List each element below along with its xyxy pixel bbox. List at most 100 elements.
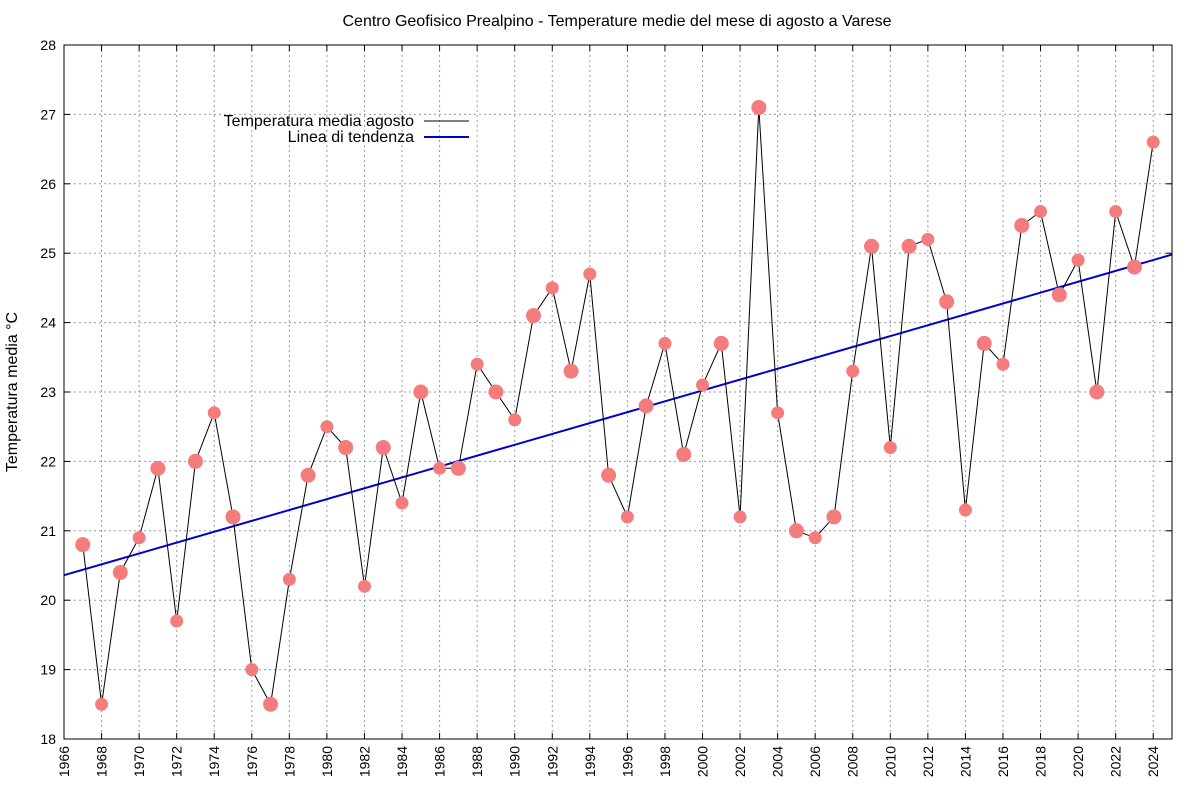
x-tick-label: 1978	[281, 746, 297, 777]
x-tick-label: 1980	[319, 746, 335, 777]
data-point	[864, 238, 880, 254]
data-point	[375, 440, 391, 456]
x-tick-label: 2008	[845, 746, 861, 777]
x-tick-label: 1968	[94, 746, 110, 777]
y-tick-label: 24	[40, 315, 56, 331]
data-point	[150, 460, 166, 476]
data-point	[788, 523, 804, 539]
data-point	[450, 460, 466, 476]
x-tick-label: 1972	[169, 746, 185, 777]
data-point	[282, 572, 296, 586]
y-tick-label: 28	[40, 37, 56, 53]
data-point	[921, 232, 935, 246]
data-point	[320, 420, 334, 434]
data-point	[245, 663, 259, 677]
data-point	[357, 579, 371, 593]
data-point	[95, 697, 109, 711]
data-point	[132, 531, 146, 545]
data-point	[488, 384, 504, 400]
y-axis-label: Temperatura media °C	[4, 312, 21, 472]
data-point	[601, 467, 617, 483]
x-tick-label: 1994	[582, 746, 598, 777]
data-point	[733, 510, 747, 524]
data-point	[1051, 287, 1067, 303]
x-tick-label: 1966	[56, 746, 72, 777]
data-point	[658, 336, 672, 350]
chart-title: Centro Geofisico Prealpino - Temperature…	[342, 13, 891, 30]
x-tick-label: 2018	[1033, 746, 1049, 777]
legend-label-temperature: Temperatura media agosto	[224, 113, 414, 130]
data-point	[1146, 135, 1160, 149]
x-tick-label: 1988	[469, 746, 485, 777]
x-tick-label: 2022	[1108, 746, 1124, 777]
x-tick-label: 1974	[206, 746, 222, 777]
data-point	[170, 614, 184, 628]
x-tick-label: 2002	[732, 746, 748, 777]
x-tick-label: 1998	[657, 746, 673, 777]
x-tick-label: 2004	[770, 746, 786, 777]
data-point	[1109, 205, 1123, 219]
x-tick-label: 1986	[432, 746, 448, 777]
x-tick-label: 1976	[244, 746, 260, 777]
x-tick-label: 2014	[957, 746, 973, 777]
temperature-line	[82, 107, 1154, 706]
data-point	[846, 364, 860, 378]
y-tick-label: 18	[40, 731, 56, 747]
data-point	[75, 537, 91, 553]
data-point	[1089, 384, 1105, 400]
data-point	[958, 503, 972, 517]
trend-line	[63, 253, 1173, 577]
legend-label-trend: Linea di tendenza	[288, 129, 414, 146]
data-point	[638, 398, 654, 414]
data-point	[583, 267, 597, 281]
data-point	[976, 335, 992, 351]
data-point	[826, 509, 842, 525]
x-tick-label: 1984	[394, 746, 410, 777]
x-tick-label: 2012	[920, 746, 936, 777]
y-tick-label: 22	[40, 453, 56, 469]
data-point	[883, 441, 897, 455]
data-point	[207, 406, 221, 420]
data-point	[395, 496, 409, 510]
data-point	[676, 446, 692, 462]
x-tick-label: 2024	[1145, 746, 1161, 777]
x-tick-label: 1990	[507, 746, 523, 777]
trend-layer	[63, 253, 1173, 577]
y-tick-label: 20	[40, 592, 56, 608]
x-tick-label: 1982	[356, 746, 372, 777]
x-tick-label: 2000	[695, 746, 711, 777]
x-tick-label: 2010	[882, 746, 898, 777]
y-tick-label: 25	[40, 245, 56, 261]
data-point	[300, 467, 316, 483]
data-point	[545, 281, 559, 295]
data-point	[939, 294, 955, 310]
data-point	[713, 335, 729, 351]
data-point	[225, 509, 241, 525]
legend: Temperatura media agosto Linea di tenden…	[224, 113, 469, 146]
x-tick-label: 1996	[619, 746, 635, 777]
data-point	[1071, 253, 1085, 267]
data-point	[1014, 217, 1030, 233]
x-tick-label: 2006	[807, 746, 823, 777]
y-tick-label: 23	[40, 384, 56, 400]
data-point	[470, 357, 484, 371]
data-point	[1034, 205, 1048, 219]
data-point	[187, 453, 203, 469]
y-tick-label: 21	[40, 523, 56, 539]
data-point	[808, 531, 822, 545]
x-tick-label: 1970	[131, 746, 147, 777]
data-point	[338, 440, 354, 456]
data-point	[433, 461, 447, 475]
y-tick-label: 19	[40, 662, 56, 678]
plot-frame	[63, 44, 1173, 740]
data-point	[620, 510, 634, 524]
data-point	[696, 378, 710, 392]
data-point	[1126, 259, 1142, 275]
grid	[64, 45, 1172, 739]
data-point	[771, 406, 785, 420]
axis-ticks: 18 19 20 21 22 23 24 25 26 27 28 1966 1968 1970 1972 19…	[40, 37, 1172, 777]
data-layer	[75, 99, 1160, 712]
data-point	[508, 413, 522, 427]
x-tick-label: 2020	[1070, 746, 1086, 777]
